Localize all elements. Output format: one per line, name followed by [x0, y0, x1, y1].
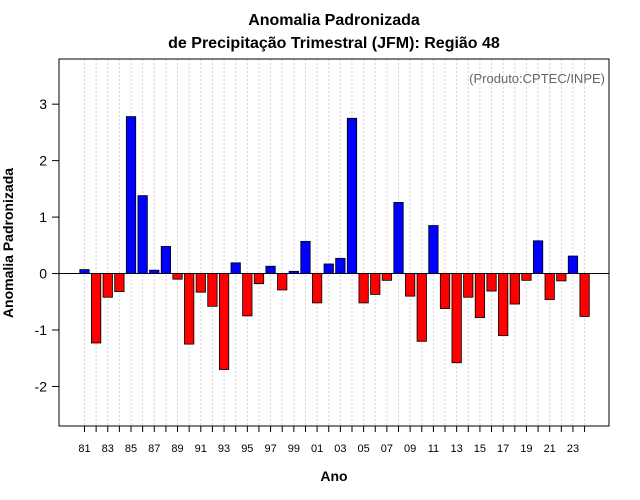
bar-1994	[230, 262, 241, 274]
grid-lines	[84, 59, 586, 426]
x-tick-label: 15	[474, 443, 486, 455]
bar-2005	[358, 273, 369, 304]
bar-1993	[218, 273, 230, 370]
x-tick-label: 19	[520, 443, 532, 455]
x-tick-label: 17	[497, 443, 509, 455]
bar-2004	[346, 117, 358, 274]
bar-1997	[265, 265, 276, 274]
chart-title-line-1: Anomalia Padronizada	[248, 12, 420, 29]
bar-1984	[114, 273, 125, 293]
y-tick-label: 1	[39, 209, 47, 225]
y-tick-label: -2	[35, 378, 48, 394]
bar-2001	[311, 273, 323, 304]
x-tick-label: 23	[567, 443, 579, 455]
bar-1998	[277, 273, 288, 291]
bar-1990	[184, 273, 195, 345]
x-tick-label: 03	[334, 443, 346, 455]
x-tick-label: 13	[451, 443, 463, 455]
bar-2024	[579, 273, 590, 317]
bar-2019	[521, 273, 532, 281]
bar-2000	[300, 240, 311, 274]
x-tick-label: 01	[311, 443, 323, 455]
y-tick-label: -1	[35, 322, 48, 338]
bar-1991	[195, 273, 206, 293]
y-axis-title: Anomalia Padronizada	[0, 168, 16, 318]
bar-2015	[474, 273, 486, 318]
bar-1981	[79, 269, 90, 274]
y-tick-label: 2	[39, 153, 47, 169]
plot-frame	[58, 58, 610, 427]
x-tick-label: 05	[357, 443, 369, 455]
product-credit: (Produto:CPTEC/INPE)	[469, 71, 605, 86]
bar-1987	[149, 269, 160, 274]
bar-1999	[288, 270, 299, 274]
bar-2014	[463, 273, 474, 298]
x-tick-label: 87	[148, 443, 160, 455]
bar-1992	[207, 273, 218, 307]
bar-2006	[370, 273, 381, 295]
x-tick-label: 89	[171, 443, 183, 455]
bar-2020	[532, 240, 544, 274]
bar-1996	[253, 273, 265, 285]
x-tick-label: 07	[381, 443, 393, 455]
y-tick-label: 3	[39, 96, 47, 112]
bar-2013	[451, 273, 462, 364]
bar-2003	[335, 257, 346, 274]
bar-1986	[137, 195, 148, 274]
x-tick-label: 09	[404, 443, 416, 455]
bar-2009	[405, 273, 416, 297]
bar-2023	[567, 255, 579, 274]
x-tick-label: 97	[264, 443, 276, 455]
x-axis: 81 83 85 87 89 91 93 95 97 99 01 03 05 07 09 11 13 15 17 19…	[78, 426, 586, 455]
y-axis: -2 -1 0 1 2 3	[35, 96, 59, 394]
bar-1989	[172, 273, 183, 280]
y-tick-label: 0	[39, 266, 47, 282]
x-tick-label: 81	[78, 443, 90, 455]
x-tick-label: 99	[288, 443, 300, 455]
bar-2011	[428, 225, 439, 274]
bar-2008	[393, 202, 404, 274]
x-tick-label: 21	[544, 443, 556, 455]
x-tick-label: 85	[125, 443, 137, 455]
x-axis-title: Ano	[320, 468, 347, 484]
bar-1988	[160, 246, 172, 274]
x-tick-label: 83	[102, 443, 114, 455]
bar-2018	[509, 273, 520, 305]
bar-2012	[439, 273, 451, 309]
x-tick-label: 93	[218, 443, 230, 455]
bar-2002	[323, 263, 334, 274]
bar-1982	[91, 273, 102, 344]
bar-1995	[242, 273, 253, 317]
bar-2021	[544, 273, 555, 300]
bar-2022	[556, 273, 567, 282]
x-tick-label: 11	[428, 443, 439, 455]
x-tick-label: 95	[241, 443, 253, 455]
bar-1983	[102, 273, 113, 298]
bar-2017	[498, 273, 509, 337]
chart-title-line-2: de Precipitação Trimestral (JFM): Região…	[168, 35, 500, 52]
bar-2010	[416, 273, 427, 342]
bar-2007	[381, 273, 392, 281]
x-tick-label: 91	[195, 443, 207, 455]
bar-1985	[125, 116, 137, 274]
bar-2016	[486, 273, 497, 292]
bars	[79, 116, 590, 370]
